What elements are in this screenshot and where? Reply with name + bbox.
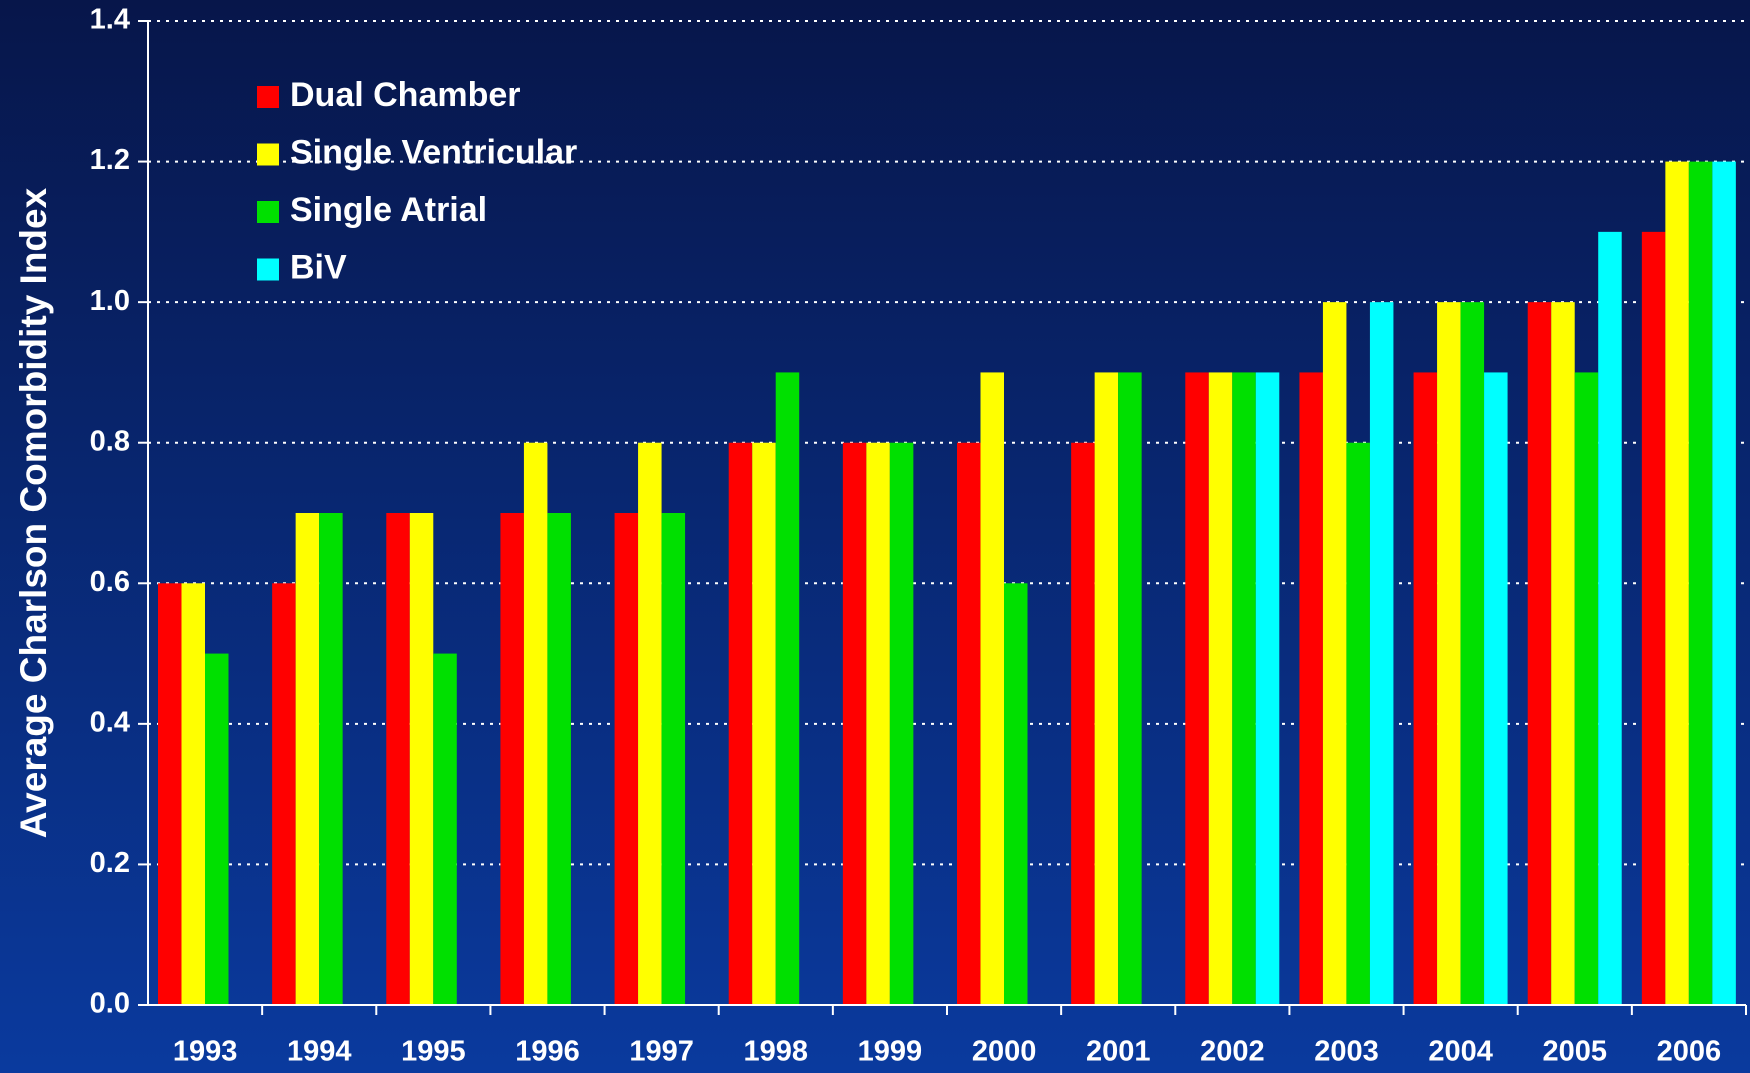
- x-tick-label: 2002: [1200, 1036, 1265, 1068]
- bar: [889, 442, 914, 1005]
- legend-swatch: [257, 201, 279, 223]
- bar: [500, 513, 524, 1005]
- bar: [1460, 302, 1485, 1006]
- bar: [1527, 302, 1552, 1006]
- bar: [272, 583, 296, 1005]
- y-tick-label: 0.0: [90, 988, 130, 1020]
- y-tick-label: 0.2: [90, 847, 130, 879]
- y-tick-label: 0.6: [90, 566, 130, 598]
- bar: [1641, 231, 1666, 1005]
- y-tick-label: 0.4: [90, 707, 130, 739]
- bar: [433, 653, 457, 1005]
- bar: [1484, 372, 1508, 1005]
- bar: [181, 583, 205, 1005]
- x-tick-label: 1996: [515, 1036, 580, 1068]
- x-tick-label: 1995: [401, 1036, 466, 1068]
- y-axis-title: Average Charlson Comorbidity Index: [13, 187, 54, 838]
- x-tick-label: 2003: [1314, 1036, 1379, 1068]
- bar: [638, 442, 662, 1005]
- bar: [1299, 372, 1323, 1005]
- bar: [957, 442, 981, 1005]
- legend-swatch: [257, 86, 279, 108]
- bar: [1322, 302, 1347, 1006]
- y-tick-label: 1.2: [90, 144, 130, 176]
- bar: [319, 513, 343, 1005]
- bar: [1712, 161, 1736, 1006]
- x-tick-label: 2004: [1428, 1036, 1493, 1068]
- bar: [728, 442, 753, 1005]
- bar: [158, 583, 182, 1005]
- y-tick-label: 1.4: [90, 4, 130, 36]
- bar: [409, 513, 434, 1005]
- bar: [614, 513, 639, 1005]
- bar: [1208, 372, 1233, 1005]
- bar: [1071, 442, 1095, 1005]
- bar: [1665, 161, 1689, 1006]
- legend-label: BiV: [290, 248, 347, 286]
- bar: [1255, 372, 1280, 1005]
- bar: [1574, 372, 1599, 1005]
- bar: [866, 442, 890, 1005]
- bar: [1437, 302, 1461, 1006]
- bar: [1369, 302, 1394, 1006]
- bar: [980, 372, 1004, 1005]
- bar: [1346, 442, 1370, 1005]
- legend-swatch: [257, 143, 279, 166]
- x-tick-label: 1998: [744, 1036, 809, 1068]
- bar: [1185, 372, 1209, 1005]
- bar: [205, 653, 229, 1005]
- x-tick-label: 1993: [173, 1036, 238, 1068]
- x-tick-label: 2001: [1086, 1036, 1151, 1068]
- bar: [1688, 161, 1713, 1006]
- y-tick-label: 1.0: [90, 285, 130, 317]
- bar: [1004, 583, 1028, 1005]
- bar: [1118, 372, 1142, 1005]
- bar: [386, 513, 410, 1005]
- bar: [842, 442, 867, 1005]
- bar: [1598, 231, 1622, 1005]
- bar: [752, 442, 776, 1005]
- x-tick-label: 1994: [287, 1036, 352, 1068]
- bar: [1232, 372, 1256, 1005]
- bar: [523, 442, 548, 1005]
- x-tick-label: 2000: [972, 1036, 1037, 1068]
- x-tick-label: 2005: [1543, 1036, 1608, 1068]
- legend-label: Single Atrial: [290, 191, 487, 229]
- bar: [1094, 372, 1119, 1005]
- bar: [295, 513, 320, 1005]
- bar: [775, 372, 800, 1005]
- x-tick-label: 1997: [629, 1036, 694, 1068]
- y-tick-label: 0.8: [90, 425, 130, 457]
- bar: [661, 513, 686, 1005]
- x-tick-label: 1999: [858, 1036, 923, 1068]
- bar: [1551, 302, 1575, 1006]
- legend-swatch: [257, 258, 279, 281]
- legend-label: Single Ventricular: [290, 133, 577, 171]
- x-tick-label: 2006: [1657, 1036, 1722, 1068]
- bar: [1413, 372, 1438, 1005]
- bar: [547, 513, 571, 1005]
- legend-label: Dual Chamber: [290, 76, 521, 114]
